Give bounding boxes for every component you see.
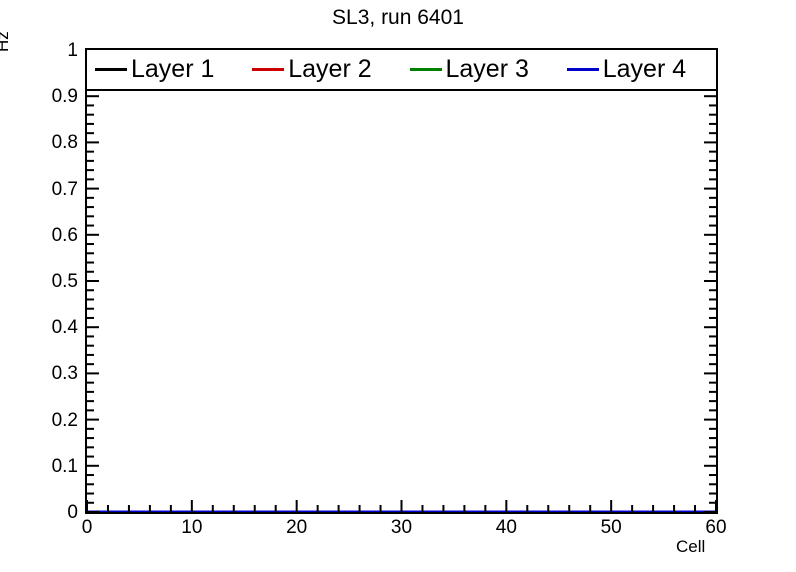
legend-line-icon-layer-4: [566, 68, 599, 71]
x-tick-label: 60: [705, 517, 727, 538]
chart-title: SL3, run 6401: [332, 6, 464, 29]
y-tick-label: 0.8: [51, 132, 78, 154]
x-tick-label: 10: [181, 517, 203, 538]
y-tick-label: 0.2: [51, 409, 78, 431]
x-tick-label: 50: [600, 517, 622, 538]
legend-entry-layer-4: Layer 4: [559, 56, 716, 83]
y-tick-label: 0.4: [51, 317, 78, 339]
legend-entry-layer-1: Layer 1: [87, 56, 244, 83]
x-tick-label: 0: [81, 517, 93, 538]
legend-line-icon-layer-3: [409, 68, 442, 71]
y-tick-label: 0.9: [51, 86, 78, 108]
legend-label-layer-4: Layer 4: [602, 55, 687, 83]
y-tick-label: 0.3: [51, 363, 78, 385]
x-tick-label: 40: [495, 517, 517, 538]
legend-line-icon-layer-1: [95, 68, 127, 71]
plot-area: [87, 50, 716, 512]
x-axis-title: Cell: [676, 537, 706, 556]
x-tick-label: 20: [286, 517, 308, 538]
legend-entry-layer-2: Layer 2: [244, 56, 401, 83]
plot-frame: [85, 48, 718, 514]
y-tick-label: 0.6: [51, 224, 78, 246]
y-tick-label: 0.5: [51, 271, 78, 292]
legend-entry-layer-3: Layer 3: [402, 56, 559, 83]
legend: Layer 1 Layer 2 Layer 3 Layer 4: [85, 48, 718, 91]
legend-label-layer-1: Layer 1: [131, 55, 215, 83]
y-tick-label: 0.7: [51, 178, 78, 200]
y-tick-label: 0: [67, 502, 78, 523]
legend-line-icon-layer-2: [252, 68, 285, 71]
y-tick-label: 0.1: [51, 455, 78, 477]
y-axis-title: Hz: [0, 31, 12, 52]
legend-label-layer-3: Layer 3: [445, 55, 529, 83]
legend-label-layer-2: Layer 2: [288, 55, 372, 83]
y-tick-labels: 0 0.1 0.2 0.3 0.4 0.5 0.6 0.7 0.8 0.9 1: [14, 0, 78, 572]
x-tick-label: 30: [390, 517, 413, 538]
series-layer: [87, 510, 716, 512]
y-tick-label: 1: [67, 40, 78, 61]
